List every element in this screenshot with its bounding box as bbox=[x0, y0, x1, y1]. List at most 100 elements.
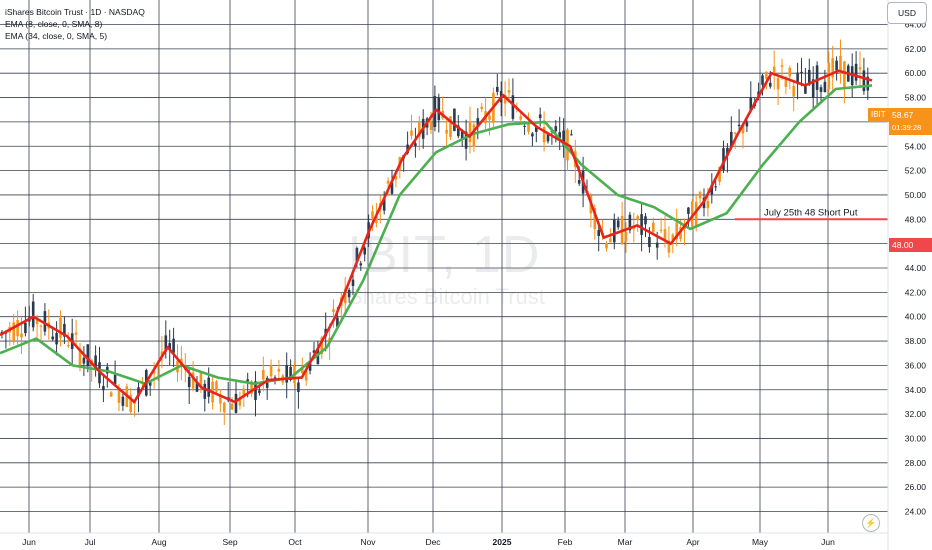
candle-body bbox=[507, 90, 511, 93]
candle-body bbox=[460, 131, 464, 139]
ema-slow-legend[interactable]: EMA (34, close, 0, SMA, 5) bbox=[5, 31, 108, 41]
time-axis[interactable]: Jun Jul Aug Sep Oct Nov Dec 2025 Feb Mar Apr May Jun bbox=[22, 537, 835, 547]
candle-body bbox=[277, 368, 281, 372]
candle-body bbox=[304, 370, 308, 381]
candle-body bbox=[476, 118, 480, 127]
price-tick-label: 52.00 bbox=[905, 166, 927, 176]
candle-body bbox=[55, 332, 58, 345]
candle-body bbox=[605, 243, 608, 249]
time-tick-label: 2025 bbox=[493, 537, 512, 547]
candle-body bbox=[671, 234, 675, 240]
candle-body bbox=[343, 288, 347, 304]
candle-body bbox=[160, 351, 164, 357]
candle-body bbox=[788, 67, 792, 77]
price-tick-label: 36.00 bbox=[905, 360, 927, 370]
candle-body bbox=[796, 72, 799, 84]
candle-body bbox=[172, 338, 175, 353]
candle-body bbox=[542, 126, 546, 143]
countdown-label: 01:39:28 bbox=[889, 121, 932, 135]
candle-body bbox=[628, 214, 632, 231]
candle-body bbox=[246, 379, 249, 382]
candle-body bbox=[792, 86, 795, 97]
candle-body bbox=[811, 79, 815, 98]
candle-body bbox=[78, 348, 82, 366]
time-tick-label: Jul bbox=[85, 537, 96, 547]
candle-body bbox=[250, 381, 253, 394]
price-tick-label: 30.00 bbox=[905, 433, 927, 443]
candle-body bbox=[437, 97, 441, 121]
candle-body bbox=[640, 214, 643, 235]
candle-body bbox=[94, 355, 97, 369]
candle-body bbox=[265, 378, 269, 388]
time-tick-label: Oct bbox=[288, 537, 302, 547]
candle-body bbox=[148, 381, 152, 386]
chart-legend: iShares Bitcoin Trust · 1D · NASDAQ EMA … bbox=[5, 6, 145, 42]
candle-body bbox=[109, 392, 113, 397]
price-tick-label: 24.00 bbox=[905, 507, 927, 517]
ema-fast-legend[interactable]: EMA (8, close, 0, SMA, 8) bbox=[5, 19, 103, 29]
price-tick-label: 26.00 bbox=[905, 482, 927, 492]
candle-body bbox=[371, 211, 374, 219]
candle-body bbox=[862, 70, 866, 92]
candle-body bbox=[394, 175, 398, 180]
candle-body bbox=[187, 377, 191, 388]
candle-body bbox=[488, 115, 491, 120]
candle-body bbox=[203, 383, 207, 399]
candle-body bbox=[843, 61, 846, 88]
time-tick-label: Nov bbox=[360, 537, 376, 547]
candle-body bbox=[207, 377, 210, 397]
candle-body bbox=[636, 216, 639, 220]
candle-body bbox=[468, 121, 472, 143]
candle-body bbox=[20, 333, 23, 338]
candle-body bbox=[445, 129, 448, 134]
candle-body bbox=[359, 263, 363, 266]
price-tick-label: 34.00 bbox=[905, 385, 927, 395]
candle-body bbox=[675, 222, 678, 240]
candle-body bbox=[453, 108, 456, 131]
candle-body bbox=[823, 81, 827, 93]
candle-body bbox=[866, 76, 870, 91]
candle-body bbox=[687, 207, 690, 214]
candle-body bbox=[449, 116, 452, 137]
short-put-annotation: July 25th 48 Short Put bbox=[764, 207, 858, 218]
candle-body bbox=[644, 216, 647, 225]
candle-body bbox=[262, 369, 265, 380]
time-tick-label: May bbox=[752, 537, 769, 547]
candle-body bbox=[129, 394, 132, 413]
lightning-icon[interactable]: ⚡ bbox=[862, 514, 880, 532]
candle-body bbox=[230, 403, 234, 410]
symbol-title[interactable]: iShares Bitcoin Trust · 1D · NASDAQ bbox=[5, 7, 145, 17]
candle-body bbox=[390, 182, 394, 194]
candle-body bbox=[652, 222, 655, 232]
candle-body bbox=[546, 133, 550, 142]
candle-body bbox=[16, 319, 19, 337]
candle-body bbox=[215, 381, 218, 392]
candle-body bbox=[168, 343, 171, 350]
candle-body bbox=[730, 131, 733, 148]
candle-body bbox=[854, 63, 858, 81]
candle-body bbox=[219, 396, 222, 404]
candle-body bbox=[835, 60, 838, 71]
candle-body bbox=[464, 131, 468, 149]
candle-body bbox=[472, 124, 476, 147]
candle-body bbox=[503, 95, 507, 104]
price-tick-label: 54.00 bbox=[905, 141, 927, 151]
price-tick-label: 28.00 bbox=[905, 458, 927, 468]
time-tick-label: Mar bbox=[618, 537, 633, 547]
candle-body bbox=[67, 344, 70, 346]
currency-button[interactable]: USD bbox=[887, 2, 927, 24]
time-tick-label: Aug bbox=[151, 537, 166, 547]
candle-body bbox=[375, 216, 378, 224]
candle-body bbox=[355, 248, 359, 262]
candle-body bbox=[808, 69, 811, 85]
candle-body bbox=[117, 388, 121, 403]
price-tick-label: 64.00 bbox=[905, 20, 927, 30]
symbol-price-tag: IBIT bbox=[868, 108, 889, 122]
current-price-label: 58.67 bbox=[889, 108, 932, 122]
candle-body bbox=[82, 357, 86, 364]
candle-body bbox=[496, 86, 499, 92]
candle-body bbox=[858, 67, 862, 70]
time-tick-label: Jun bbox=[22, 537, 36, 547]
price-axis[interactable]: 64.0062.0060.0058.0056.0054.0052.0050.00… bbox=[905, 20, 927, 517]
